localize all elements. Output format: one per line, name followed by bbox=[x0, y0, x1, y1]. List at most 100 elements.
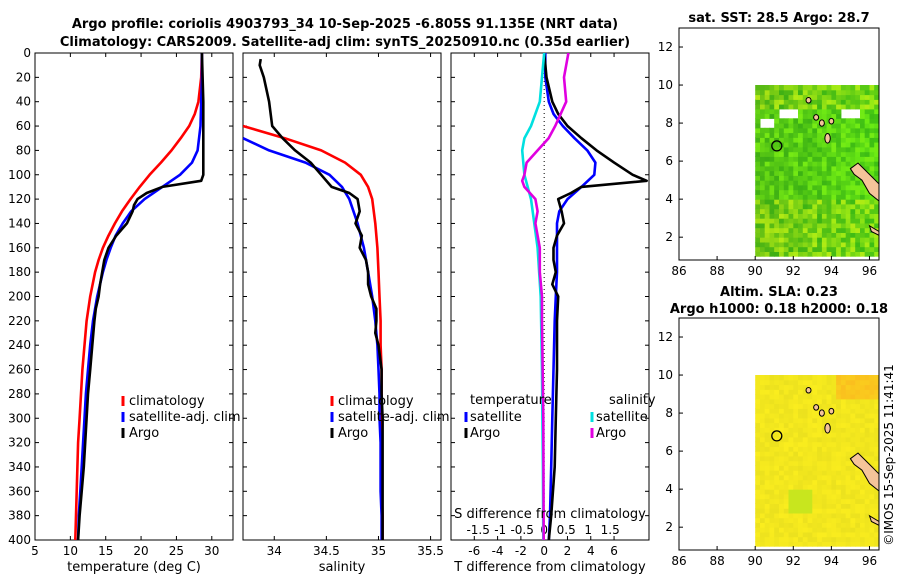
field-cell bbox=[807, 422, 813, 428]
field-cell bbox=[845, 493, 851, 500]
field-cell bbox=[845, 227, 851, 233]
field-cell bbox=[755, 189, 761, 195]
field-cell bbox=[764, 432, 770, 438]
field-cell bbox=[798, 522, 804, 528]
x-tick-label: 15 bbox=[98, 544, 113, 558]
field-cell bbox=[774, 498, 780, 504]
field-cell bbox=[817, 398, 823, 405]
field-cell bbox=[764, 527, 770, 533]
field-cell bbox=[836, 432, 842, 438]
field-cell bbox=[869, 251, 875, 257]
field-cell bbox=[855, 512, 861, 519]
field-cell bbox=[779, 541, 785, 547]
field-cell bbox=[807, 379, 813, 386]
field-cell bbox=[807, 403, 813, 409]
field-cell bbox=[802, 127, 809, 134]
field-cell bbox=[845, 427, 851, 433]
field-cell bbox=[779, 199, 785, 205]
field-cell bbox=[783, 441, 790, 447]
field-cell bbox=[769, 436, 775, 443]
s-tick-label: 0.5 bbox=[557, 523, 576, 537]
field-cell bbox=[850, 151, 856, 157]
field-cell bbox=[755, 251, 761, 257]
field-cell bbox=[845, 460, 851, 466]
field-cell bbox=[793, 151, 799, 157]
s-tick-label: -0.5 bbox=[510, 523, 533, 537]
field-cell bbox=[855, 441, 861, 447]
field-cell bbox=[845, 432, 851, 438]
field-cell bbox=[864, 189, 870, 195]
field-cell bbox=[774, 432, 780, 438]
field-cell bbox=[807, 246, 813, 252]
field-cell bbox=[798, 403, 804, 409]
field-cell bbox=[836, 417, 842, 424]
field-cell bbox=[783, 379, 790, 386]
field-cell bbox=[760, 108, 766, 115]
field-cell bbox=[764, 413, 770, 419]
field-cell bbox=[860, 241, 866, 248]
field-cell bbox=[826, 403, 832, 409]
field-cell bbox=[783, 161, 790, 167]
field-cell bbox=[798, 527, 804, 533]
field-cell bbox=[817, 379, 823, 386]
field-cell bbox=[793, 394, 799, 400]
field-cell bbox=[836, 398, 842, 405]
field-cell bbox=[821, 170, 828, 176]
field-cell bbox=[840, 441, 847, 447]
field-cell bbox=[802, 237, 809, 243]
field-cell bbox=[869, 389, 875, 395]
field-cell bbox=[874, 104, 880, 110]
field-cell bbox=[760, 180, 766, 186]
field-cell bbox=[850, 194, 856, 200]
field-cell bbox=[779, 498, 785, 504]
x-tick-label: 30 bbox=[204, 544, 219, 558]
field-cell bbox=[869, 213, 875, 219]
map-x-tick-label: 90 bbox=[748, 554, 763, 568]
field-cell bbox=[769, 413, 775, 419]
field-cell bbox=[860, 479, 866, 485]
field-cell bbox=[831, 417, 837, 424]
field-cell bbox=[788, 85, 794, 91]
field-cell bbox=[788, 375, 794, 381]
field-cell bbox=[864, 222, 870, 229]
field-cell bbox=[836, 531, 842, 538]
field-cell bbox=[826, 108, 832, 115]
field-cell bbox=[812, 446, 818, 452]
field-cell bbox=[836, 403, 842, 409]
field-cell bbox=[860, 398, 866, 405]
field-cell bbox=[817, 199, 823, 205]
field-cell bbox=[812, 118, 818, 124]
field-cell bbox=[769, 85, 775, 91]
field-cell bbox=[831, 541, 837, 547]
field-cell bbox=[783, 94, 790, 100]
field-cell bbox=[812, 232, 818, 238]
field-cell bbox=[807, 432, 813, 438]
field-cell bbox=[855, 156, 861, 162]
field-cell bbox=[769, 465, 775, 471]
field-cell bbox=[812, 184, 818, 191]
field-cell bbox=[793, 199, 799, 205]
field-cell bbox=[831, 479, 837, 485]
field-cell bbox=[779, 194, 785, 200]
field-cell bbox=[840, 227, 847, 233]
field-cell bbox=[802, 208, 809, 214]
field-cell bbox=[793, 408, 799, 414]
field-cell bbox=[788, 522, 794, 528]
field-cell bbox=[802, 503, 809, 509]
field-cell bbox=[779, 436, 785, 443]
field-cell bbox=[783, 394, 790, 400]
field-cell bbox=[850, 99, 856, 105]
field-cell bbox=[836, 89, 842, 96]
map-x-tick-label: 92 bbox=[786, 554, 801, 568]
field-cell bbox=[840, 246, 847, 252]
field-cell bbox=[783, 508, 790, 514]
field-cell bbox=[850, 85, 856, 91]
field-cell bbox=[755, 508, 761, 514]
field-cell bbox=[826, 180, 832, 186]
field-cell bbox=[779, 422, 785, 428]
field-cell bbox=[850, 512, 856, 519]
field-cell bbox=[874, 389, 880, 395]
field-cell bbox=[864, 246, 870, 252]
field-cell bbox=[821, 194, 828, 200]
map-y-tick-label: 8 bbox=[665, 116, 673, 130]
